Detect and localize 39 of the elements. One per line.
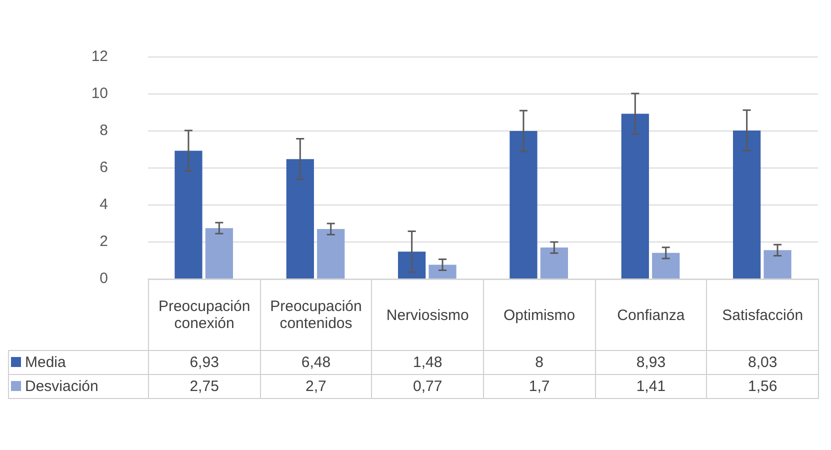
data-label: 8,03 bbox=[706, 350, 818, 374]
bar bbox=[621, 114, 649, 278]
data-label: 1,56 bbox=[706, 374, 818, 398]
y-tick-label: 8 bbox=[100, 122, 108, 140]
bar bbox=[286, 159, 314, 278]
data-label: 2,7 bbox=[260, 374, 372, 398]
data-label: 8 bbox=[483, 350, 596, 374]
data-label: 1,41 bbox=[595, 374, 707, 398]
data-label: 1,7 bbox=[483, 374, 596, 398]
bar bbox=[174, 150, 202, 278]
legend-label: Media bbox=[8, 350, 148, 374]
y-tick-label: 2 bbox=[100, 233, 108, 250]
bar bbox=[540, 248, 568, 278]
data-label: 2,75 bbox=[148, 374, 260, 398]
y-tick-label: 6 bbox=[100, 159, 108, 176]
bar bbox=[317, 229, 345, 278]
y-tick-label: 4 bbox=[100, 196, 108, 214]
bar bbox=[398, 252, 426, 278]
x-tick-label: Satisfacción bbox=[706, 280, 818, 350]
bar bbox=[652, 252, 680, 278]
y-tick-label: 10 bbox=[91, 85, 108, 102]
data-label: 0,77 bbox=[372, 374, 484, 398]
y-tick-label: 12 bbox=[91, 48, 108, 66]
data-label: 6,48 bbox=[260, 350, 372, 374]
data-label: 6,93 bbox=[148, 350, 260, 374]
x-tick-label: Optimismo bbox=[483, 280, 596, 350]
y-tick-label: 0 bbox=[100, 270, 108, 288]
legend-label: Desviación bbox=[8, 374, 148, 398]
x-tick-label: Preocupación contenidos bbox=[260, 280, 372, 350]
bar bbox=[205, 228, 234, 278]
data-label: 8,93 bbox=[595, 350, 707, 374]
bar bbox=[764, 250, 792, 278]
bar bbox=[732, 130, 761, 278]
x-tick-label: Preocupación conexión bbox=[148, 280, 260, 350]
bar bbox=[510, 131, 538, 278]
x-tick-label: Nerviosismo bbox=[372, 280, 484, 350]
bar bbox=[428, 264, 456, 278]
x-tick-label: Confianza bbox=[595, 280, 707, 350]
data-label: 1,48 bbox=[372, 350, 484, 374]
